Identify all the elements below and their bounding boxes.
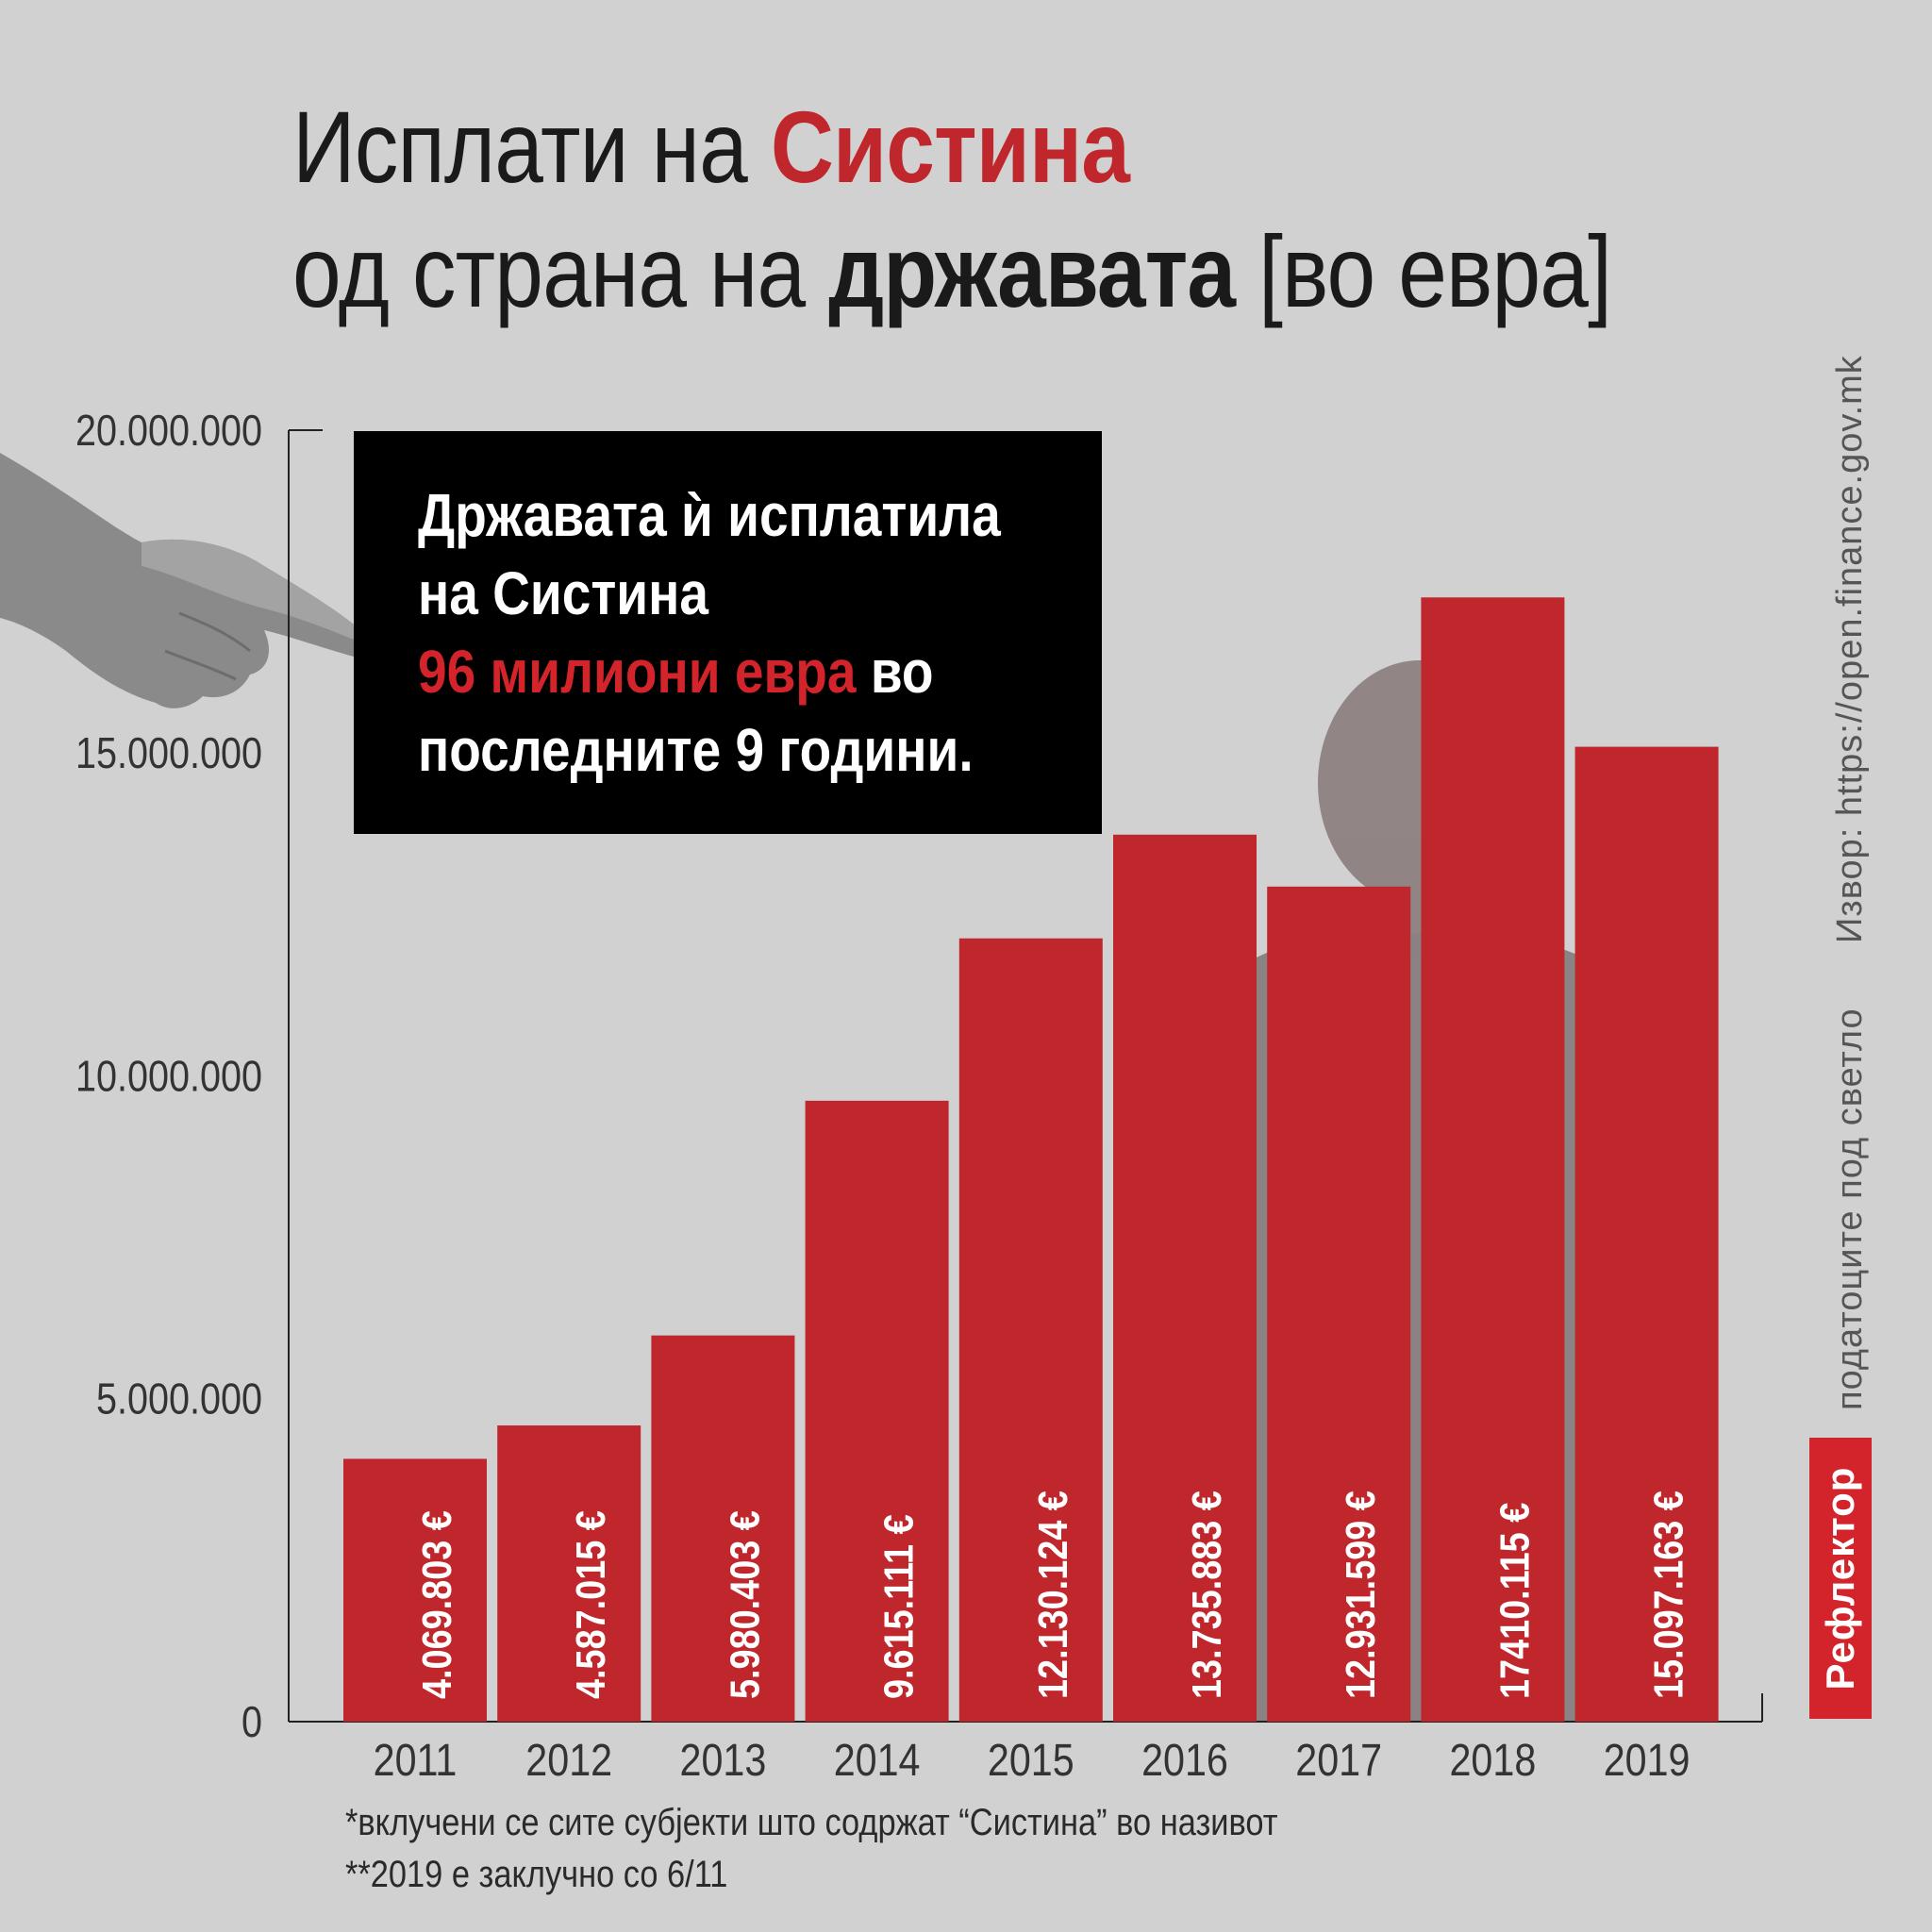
data-label: 13.735.883 € [1183,1491,1229,1699]
source-text: Извор: https://open.finance.gov.mk [1830,355,1870,943]
bar-2014 [805,1100,949,1722]
title-line2-prefix: од страна на [292,214,806,328]
callout-line-2: на Систина [418,559,708,627]
title-line1-prefix: Исплати на [292,90,748,204]
data-label: 12.130.124 € [1029,1491,1075,1699]
y-tick-label: 15.000.000 [75,730,262,778]
x-tick-label: 2017 [1295,1735,1382,1786]
tagline-text: податоците под светло [1830,1008,1870,1410]
y-tick-label: 20.000.000 [75,407,262,455]
callout-line-1: Државата ѝ исплатила [418,481,1001,549]
bar-2012 [497,1425,641,1722]
callout-highlight: 96 милиони евра [418,638,857,706]
data-label: 17410.115 € [1491,1503,1538,1699]
bar-2018 [1421,597,1565,1723]
title-line-1: Исплати на Систина [292,85,1611,209]
callout-line-4: последните 9 години. [418,716,974,784]
data-label: 5.980.403 € [722,1510,768,1699]
callout-text: Државата ѝ исплатила на Систина 96 милио… [418,476,1001,790]
y-tick-label: 0 [242,1698,262,1746]
data-label: 15.097.163 € [1645,1491,1691,1699]
data-label: 12.931.599 € [1338,1491,1384,1699]
bar-2019 [1574,746,1719,1723]
brand-label: Рефлектор [1809,1438,1872,1719]
title-line2-bold: државата [828,214,1236,328]
x-tick-label: 2014 [834,1735,921,1786]
x-tick-label: 2015 [988,1735,1074,1786]
title-line2-suffix: [во евра] [1258,214,1612,328]
callout-line3-suffix: во [870,638,934,706]
x-tick-label: 2011 [374,1735,458,1786]
callout-line-3: 96 милиони евра во [418,633,1001,711]
x-tick-label: 2012 [525,1735,612,1786]
bar-2017 [1267,886,1411,1722]
brand-logo: Рефлектор [1809,1438,1932,1719]
data-label: 4.587.015 € [568,1510,614,1699]
pointing-hand-icon [0,453,384,708]
data-label: 4.069.803 € [413,1510,459,1699]
chart-title: Исплати на Систина од страна на државата… [292,85,1612,334]
footnote-1: *вклучени се сите субјекти што содржат “… [345,1802,1278,1843]
x-tick-label: 2013 [679,1735,766,1786]
y-tick-label: 10.000.000 [75,1053,262,1101]
footnote-2: **2019 е заклучно со 6/11 [345,1854,728,1895]
y-tick-label: 5.000.000 [96,1375,262,1424]
bar-2013 [651,1335,795,1722]
x-tick-label: 2019 [1604,1735,1690,1786]
bar-2015 [958,938,1103,1722]
title-line-2: од страна на државата [во евра] [292,209,1612,334]
callout-box: Државата ѝ исплатила на Систина 96 милио… [354,431,1102,834]
x-tick-label: 2016 [1141,1735,1228,1786]
bar-2011 [343,1458,487,1722]
bar-2016 [1113,834,1257,1722]
title-line1-highlight: Систина [770,90,1130,204]
data-label: 9.615.111 € [875,1514,922,1699]
x-tick-label: 2018 [1449,1735,1536,1786]
